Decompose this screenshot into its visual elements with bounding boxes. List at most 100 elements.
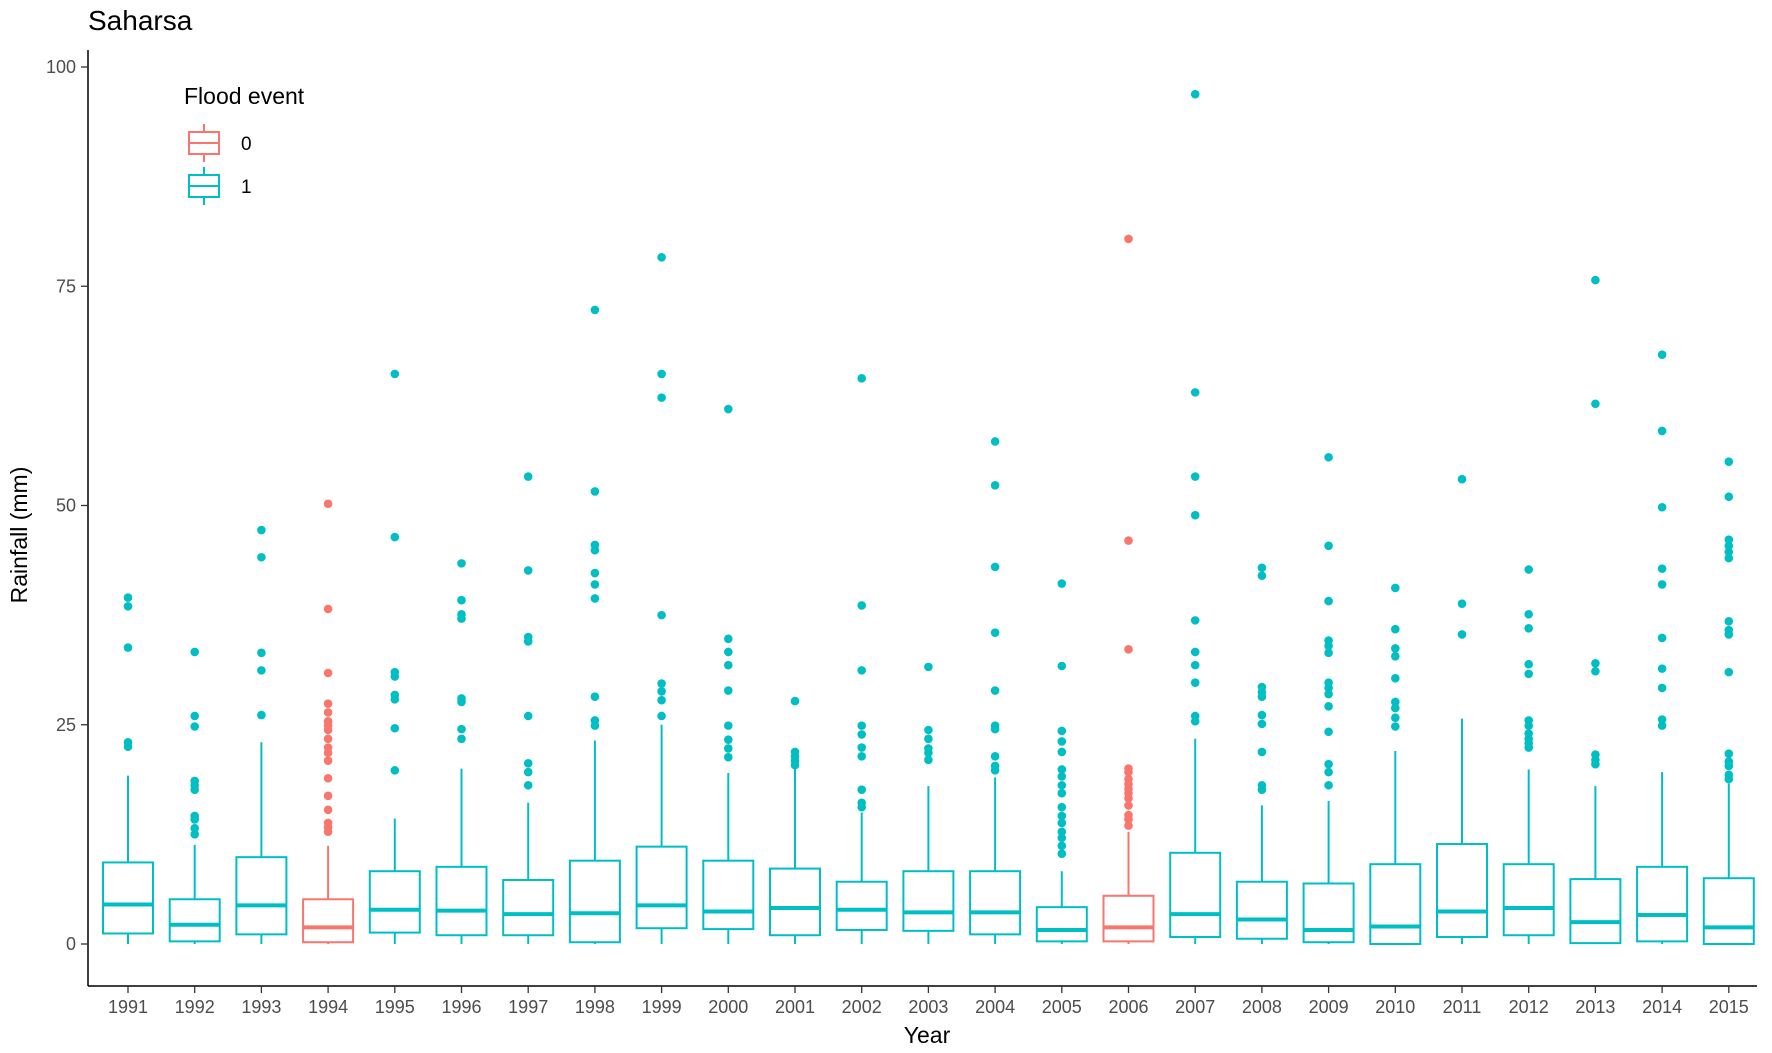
outlier-point (1124, 764, 1133, 773)
outlier-point (390, 532, 400, 542)
box-2012 (1502, 565, 1555, 944)
outlier-point (857, 752, 866, 761)
box-2000 (702, 404, 755, 944)
outlier-point (1591, 275, 1600, 285)
outlier-point (1057, 772, 1067, 781)
outlier-point (857, 743, 866, 752)
outlier-point (257, 525, 266, 535)
outlier-point (123, 643, 133, 652)
iqr-box (769, 867, 821, 937)
outlier-point (190, 823, 199, 833)
outlier-point (257, 666, 266, 675)
outlier-point (1057, 661, 1067, 671)
outlier-point (1591, 659, 1600, 668)
legend-title: Flood event (184, 83, 305, 109)
outlier-point (1591, 750, 1600, 759)
outlier-point (257, 552, 266, 562)
outlier-point (190, 811, 199, 821)
outlier-point (1057, 811, 1067, 821)
outlier-point (390, 690, 400, 700)
outlier-point (1057, 841, 1067, 851)
outlier-point (1591, 399, 1600, 409)
outlier-point (1324, 702, 1333, 711)
outlier-point (990, 562, 1000, 572)
outlier-point (190, 647, 199, 657)
outlier-point (257, 710, 266, 720)
x-tick-label: 1997 (508, 997, 548, 1017)
iqr-box (568, 859, 621, 944)
outlier-point (1457, 599, 1467, 609)
outlier-point (190, 776, 199, 786)
x-axis-title: Year (904, 1022, 951, 1048)
outlier-point (924, 734, 933, 744)
outlier-point (1657, 664, 1667, 673)
outlier-point (1124, 234, 1133, 244)
outlier-point (323, 668, 333, 678)
outlier-point (123, 737, 133, 747)
iqr-box (969, 870, 1022, 936)
outlier-point (1057, 818, 1067, 828)
outlier-point (1257, 719, 1267, 729)
iqr-box (302, 898, 355, 944)
outlier-point (1190, 660, 1200, 670)
box-2015 (1702, 457, 1755, 945)
outlier-point (990, 628, 1000, 637)
outlier-point (1724, 757, 1734, 766)
outlier-point (523, 472, 533, 481)
outlier-point (1057, 780, 1067, 790)
x-tick-label: 2008 (1242, 997, 1282, 1017)
iqr-box (502, 878, 555, 937)
x-tick-label: 2004 (975, 997, 1015, 1017)
outlier-point (323, 756, 333, 766)
outlier-point (990, 721, 1000, 730)
y-tick-label: 75 (56, 276, 76, 296)
iqr-box (1169, 851, 1222, 938)
outlier-point (657, 369, 666, 379)
outlier-point (1057, 827, 1067, 837)
outlier-point (1724, 749, 1734, 758)
outlier-point (1057, 788, 1067, 798)
outlier-point (1057, 747, 1067, 757)
outlier-point (1391, 652, 1400, 661)
outlier-point (590, 305, 600, 315)
x-tick-label: 2001 (775, 997, 815, 1017)
outlier-point (657, 253, 666, 262)
x-tick-label: 2007 (1175, 997, 1215, 1017)
outlier-point (590, 716, 600, 725)
iqr-box (1235, 880, 1288, 940)
x-tick-label: 1994 (308, 997, 348, 1017)
legend-entry-0: 0 (188, 124, 252, 162)
outlier-point (1391, 713, 1400, 723)
outlier-point (323, 805, 333, 815)
outlier-point (1724, 541, 1734, 551)
outlier-point (1190, 388, 1200, 397)
outlier-point (457, 595, 466, 605)
outlier-point (323, 716, 333, 726)
outlier-point (1124, 821, 1133, 830)
outlier-point (190, 830, 199, 839)
y-axis: 0 25 50 75 100 (46, 50, 89, 986)
outlier-point (657, 610, 666, 620)
box-1993 (235, 525, 288, 944)
legend-label: 0 (241, 134, 252, 155)
y-axis-title: Rainfall (mm) (6, 467, 32, 604)
outlier-point (523, 632, 533, 642)
iqr-box (1369, 863, 1422, 945)
box-1992 (168, 647, 221, 944)
iqr-box (368, 870, 421, 934)
legend: Flood event 0 1 (184, 83, 305, 205)
outlier-point (1124, 774, 1133, 784)
outlier-point (1524, 659, 1533, 669)
outlier-point (1657, 633, 1667, 643)
outlier-point (1190, 647, 1200, 657)
outlier-point (990, 761, 1000, 771)
x-tick-label: 2009 (1309, 997, 1349, 1017)
outlier-point (857, 730, 866, 739)
outlier-point (1057, 737, 1067, 746)
iqr-box (235, 856, 288, 936)
outlier-point (457, 724, 466, 734)
outlier-point (1257, 710, 1267, 720)
outlier-point (1657, 350, 1667, 359)
outlier-point (657, 711, 666, 721)
